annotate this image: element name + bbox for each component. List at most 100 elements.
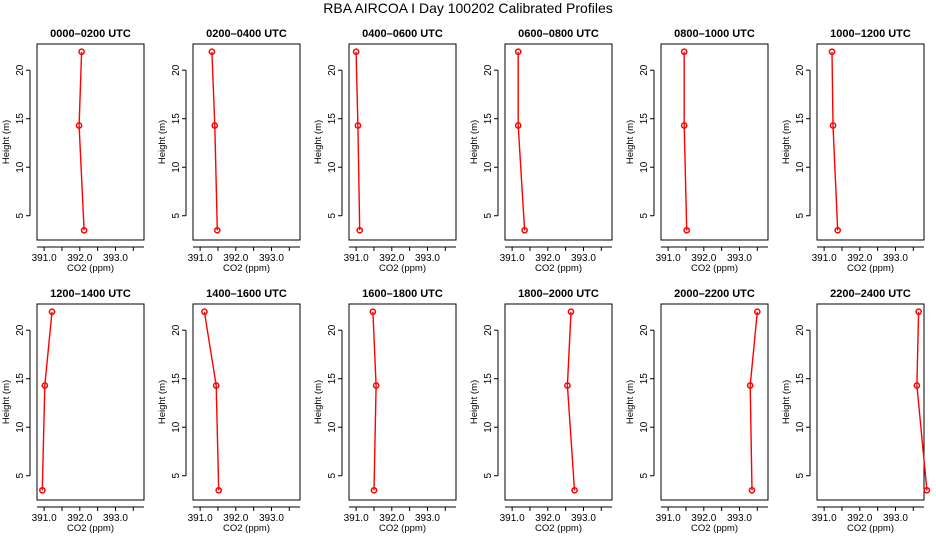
x-axis-label: CO2 (ppm) — [379, 263, 426, 274]
x-tick-label: 391.0 — [812, 253, 837, 264]
profile-point — [915, 308, 923, 316]
profile-point — [828, 48, 836, 56]
x-tick-label: 393.0 — [103, 253, 128, 264]
x-tick-label: 391.0 — [32, 253, 57, 264]
y-axis-label: Height (m) — [781, 120, 792, 164]
y-tick-label: 15 — [483, 113, 494, 125]
y-tick-label: 20 — [15, 324, 26, 336]
x-tick-label: 392.0 — [223, 253, 248, 264]
profile-point — [834, 226, 842, 234]
profile-line — [355, 51, 361, 231]
y-tick-label: 5 — [327, 473, 338, 479]
y-tick-label: 10 — [15, 161, 26, 173]
panel-title: 1400–1600 UTC — [206, 288, 287, 300]
panel-title: 1200–1400 UTC — [50, 288, 131, 300]
profile-point — [75, 122, 83, 129]
y-tick-label: 5 — [795, 473, 806, 479]
profile-point — [514, 48, 522, 56]
y-tick-label: 15 — [327, 373, 338, 385]
plot-frame — [660, 43, 769, 241]
profile-point — [352, 48, 360, 56]
x-tick-label: 393.0 — [259, 513, 284, 524]
profile-point — [215, 486, 223, 494]
panel-title: 1600–1800 UTC — [362, 288, 443, 300]
profile-point — [212, 382, 220, 389]
x-axis-label: CO2 (ppm) — [379, 523, 426, 534]
profile-line — [203, 311, 220, 491]
panel-title: 0800–1000 UTC — [674, 28, 755, 40]
profile-point — [746, 382, 754, 389]
profile-point — [356, 226, 364, 234]
profile-line — [831, 51, 839, 231]
profile-point — [211, 122, 219, 129]
profile-point — [748, 486, 756, 494]
x-tick-label: 393.0 — [571, 513, 596, 524]
y-tick-label: 10 — [483, 161, 494, 173]
profile-point — [521, 226, 528, 234]
x-tick-label: 392.0 — [691, 253, 716, 264]
profile-line — [916, 311, 928, 491]
x-axis-label: CO2 (ppm) — [535, 263, 582, 274]
profile-point — [201, 308, 208, 316]
profile-point — [564, 382, 571, 389]
y-tick-label: 5 — [483, 473, 494, 479]
profile-line — [211, 51, 218, 231]
x-tick-label: 391.0 — [656, 513, 681, 524]
y-tick-label: 20 — [483, 64, 494, 76]
profile-point — [514, 122, 522, 129]
profile-line — [683, 51, 688, 231]
y-tick-label: 5 — [483, 213, 494, 219]
y-tick-label: 20 — [795, 324, 806, 336]
y-tick-label: 15 — [639, 373, 650, 385]
x-tick-label: 393.0 — [883, 513, 908, 524]
x-tick-label: 392.0 — [379, 513, 404, 524]
y-tick-label: 20 — [483, 324, 494, 336]
plot-frame — [192, 43, 301, 241]
y-tick-label: 10 — [639, 421, 650, 433]
y-tick-label: 5 — [795, 213, 806, 219]
profile-line — [566, 311, 576, 491]
x-tick-label: 392.0 — [847, 513, 872, 524]
profile-point — [829, 122, 837, 129]
x-axis-label: CO2 (ppm) — [847, 523, 894, 534]
y-tick-label: 15 — [795, 113, 806, 125]
y-tick-label: 15 — [795, 373, 806, 385]
y-tick-label: 15 — [327, 113, 338, 125]
y-tick-label: 10 — [483, 421, 494, 433]
y-tick-label: 15 — [15, 113, 26, 125]
y-axis-label: Height (m) — [625, 380, 636, 424]
x-tick-label: 392.0 — [223, 513, 248, 524]
profile-point — [923, 486, 931, 494]
profile-point — [372, 382, 380, 389]
profile-point — [39, 486, 46, 494]
profile-line — [749, 311, 758, 491]
y-axis-label: Height (m) — [1, 380, 12, 424]
profile-point — [369, 308, 377, 316]
y-tick-label: 10 — [795, 161, 806, 173]
y-axis-label: Height (m) — [469, 120, 480, 164]
x-tick-label: 393.0 — [883, 253, 908, 264]
panel-title: 2000–2200 UTC — [674, 288, 755, 300]
y-axis-label: Height (m) — [313, 380, 324, 424]
x-tick-label: 392.0 — [691, 513, 716, 524]
y-axis-label: Height (m) — [157, 120, 168, 164]
plot-frame — [36, 303, 145, 501]
y-tick-label: 5 — [15, 213, 26, 219]
profile-point — [213, 226, 221, 234]
x-tick-label: 391.0 — [188, 253, 213, 264]
profile-point — [680, 48, 688, 56]
y-tick-label: 20 — [795, 64, 806, 76]
y-tick-label: 15 — [171, 113, 182, 125]
y-tick-label: 5 — [171, 473, 182, 479]
y-axis-label: Height (m) — [1, 120, 12, 164]
profile-line — [78, 51, 85, 231]
y-tick-label: 20 — [171, 64, 182, 76]
x-tick-label: 391.0 — [188, 513, 213, 524]
